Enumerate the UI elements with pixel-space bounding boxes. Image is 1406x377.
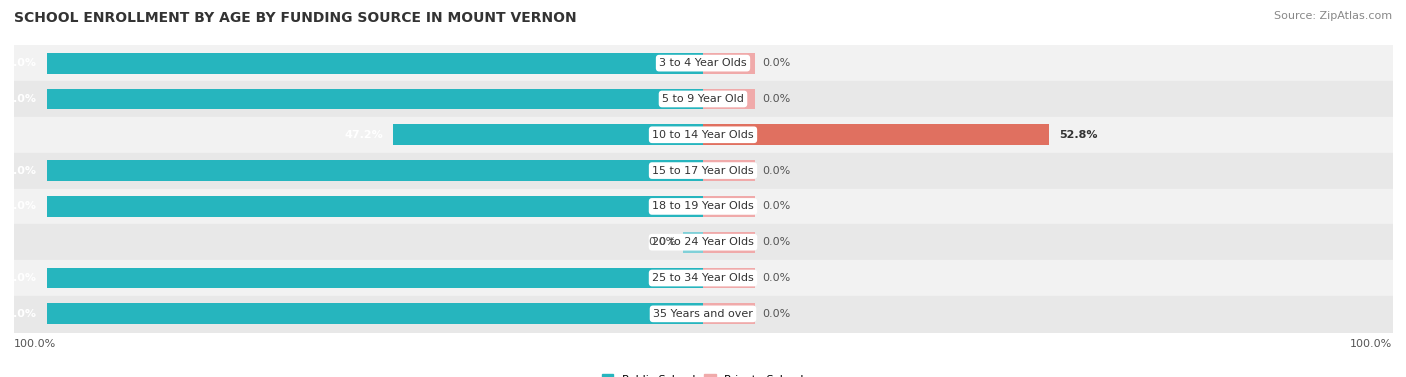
Bar	[46, 196, 703, 217]
Text: 100.0%: 100.0%	[14, 339, 56, 349]
Text: 5 to 9 Year Old: 5 to 9 Year Old	[662, 94, 744, 104]
Bar	[703, 196, 755, 217]
Text: 100.0%: 100.0%	[0, 94, 37, 104]
Bar	[703, 232, 755, 253]
Text: 0.0%: 0.0%	[762, 58, 790, 68]
Bar	[703, 89, 755, 109]
Bar	[703, 268, 755, 288]
Legend: Public School, Private School: Public School, Private School	[598, 370, 808, 377]
Bar	[683, 232, 703, 253]
Text: 0.0%: 0.0%	[762, 166, 790, 176]
Bar	[46, 303, 703, 324]
Bar	[703, 53, 755, 74]
Text: 0.0%: 0.0%	[762, 201, 790, 211]
Text: Source: ZipAtlas.com: Source: ZipAtlas.com	[1274, 11, 1392, 21]
Text: 100.0%: 100.0%	[0, 309, 37, 319]
Text: 0.0%: 0.0%	[762, 273, 790, 283]
Text: 25 to 34 Year Olds: 25 to 34 Year Olds	[652, 273, 754, 283]
Text: 0.0%: 0.0%	[648, 237, 676, 247]
Text: 0.0%: 0.0%	[762, 309, 790, 319]
Text: 0.0%: 0.0%	[762, 237, 790, 247]
Text: 100.0%: 100.0%	[0, 273, 37, 283]
Bar	[703, 124, 1049, 145]
Text: 100.0%: 100.0%	[0, 166, 37, 176]
Text: 100.0%: 100.0%	[1350, 339, 1392, 349]
Bar	[46, 268, 703, 288]
Text: 52.8%: 52.8%	[1059, 130, 1098, 140]
Bar	[46, 53, 703, 74]
Text: 10 to 14 Year Olds: 10 to 14 Year Olds	[652, 130, 754, 140]
Text: 35 Years and over: 35 Years and over	[652, 309, 754, 319]
Bar	[46, 160, 703, 181]
Bar	[703, 303, 755, 324]
Bar	[394, 124, 703, 145]
Text: SCHOOL ENROLLMENT BY AGE BY FUNDING SOURCE IN MOUNT VERNON: SCHOOL ENROLLMENT BY AGE BY FUNDING SOUR…	[14, 11, 576, 25]
Text: 47.2%: 47.2%	[344, 130, 384, 140]
Text: 3 to 4 Year Olds: 3 to 4 Year Olds	[659, 58, 747, 68]
Bar	[46, 89, 703, 109]
Text: 15 to 17 Year Olds: 15 to 17 Year Olds	[652, 166, 754, 176]
Text: 0.0%: 0.0%	[762, 94, 790, 104]
Text: 100.0%: 100.0%	[0, 58, 37, 68]
Text: 18 to 19 Year Olds: 18 to 19 Year Olds	[652, 201, 754, 211]
Text: 100.0%: 100.0%	[0, 201, 37, 211]
Text: 20 to 24 Year Olds: 20 to 24 Year Olds	[652, 237, 754, 247]
Bar	[703, 160, 755, 181]
